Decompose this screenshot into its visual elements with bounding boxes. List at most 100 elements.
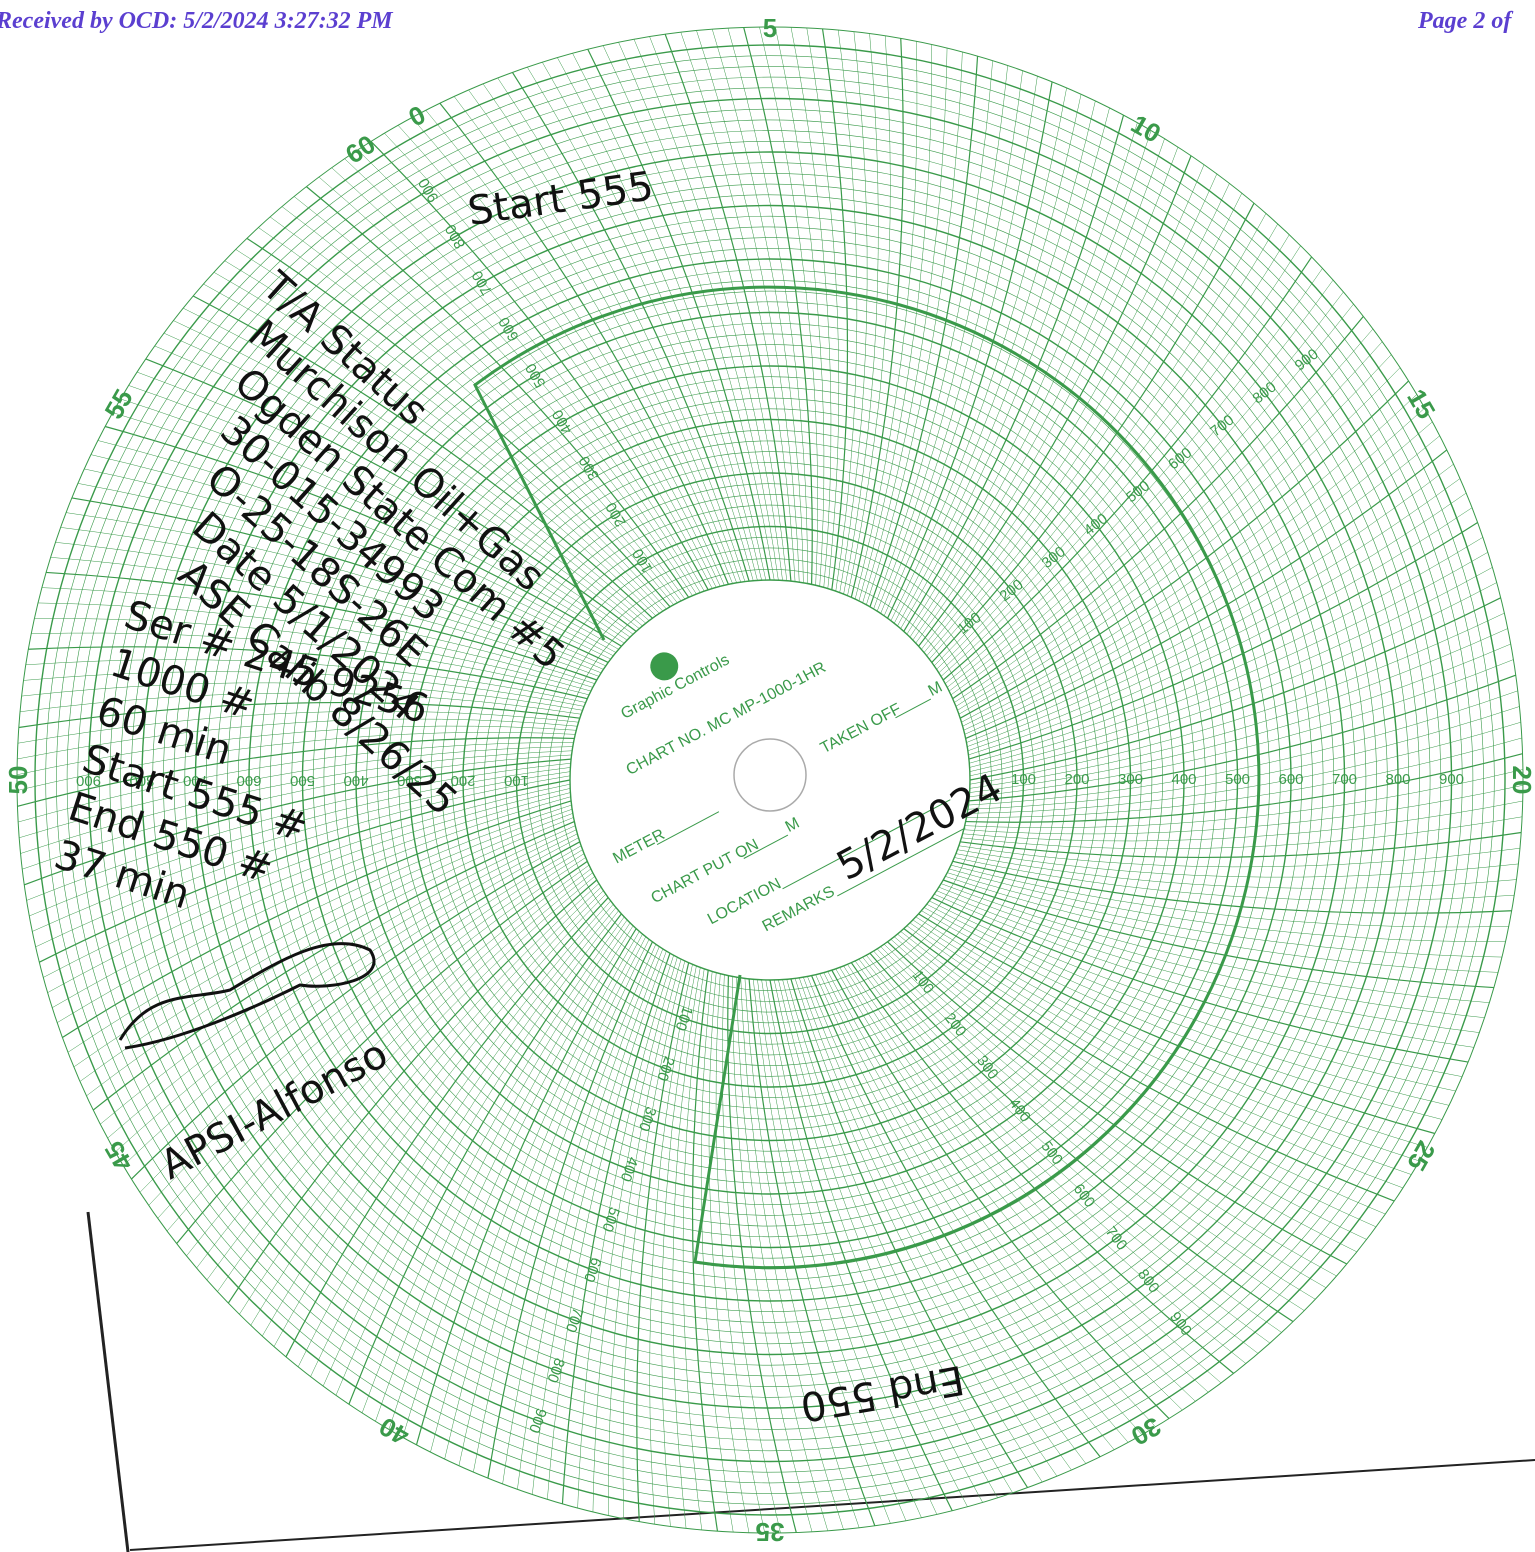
time-line [727, 28, 808, 584]
minute-label: 25 [1401, 1136, 1441, 1176]
time-line [740, 977, 844, 1530]
time-line [969, 552, 1488, 768]
time-line [130, 841, 581, 1180]
time-line [293, 196, 686, 600]
time-line [17, 710, 579, 744]
time-line [827, 971, 1156, 1427]
ring [237, 247, 1303, 1313]
pressure-label: 700 [562, 1305, 587, 1334]
time-line [962, 800, 1523, 842]
time-line [502, 944, 657, 1484]
time-line [592, 957, 678, 1512]
time-line [963, 421, 1433, 731]
time-line [52, 792, 571, 1008]
time-line [453, 96, 733, 584]
time-line [900, 107, 1110, 629]
time-line [411, 117, 721, 587]
time-line [862, 957, 1271, 1344]
chart-hub [578, 588, 962, 972]
time-line [148, 849, 583, 1206]
pressure-label: 700 [1332, 771, 1357, 788]
pressure-label: 500 [598, 1205, 623, 1234]
time-line [909, 130, 1152, 638]
time-line [952, 316, 1364, 700]
time-line [883, 76, 1038, 616]
ring [408, 418, 1132, 1142]
pressure-label: 400 [1171, 771, 1196, 788]
time-line [43, 783, 571, 978]
field-line [656, 811, 720, 846]
time-line [115, 833, 578, 1153]
time-line [967, 492, 1467, 752]
minute-label: 0 [403, 99, 430, 132]
time-line [938, 886, 1485, 1018]
time-line [38, 602, 593, 688]
time-line [430, 931, 640, 1453]
time-line [123, 837, 579, 1166]
time-line [19, 746, 573, 839]
page-number: Page 2 of [1417, 8, 1513, 34]
minute-label: 40 [374, 1411, 414, 1451]
time-line [950, 864, 1509, 928]
time-line [25, 659, 586, 703]
time-line [86, 817, 574, 1097]
ring [66, 76, 1474, 1484]
pressure-label: 900 [1439, 771, 1464, 788]
time-line [608, 959, 682, 1516]
time-line [923, 173, 1218, 653]
time-line [622, 960, 686, 1519]
time-line [938, 234, 1290, 674]
time-line [711, 29, 804, 583]
time-line [425, 110, 725, 586]
pressure-label: 400 [617, 1155, 642, 1184]
time-line [903, 114, 1125, 632]
field-line [782, 799, 951, 890]
time-line [887, 941, 1348, 1265]
pressure-label: 500 [1123, 477, 1153, 506]
time-line [952, 860, 1512, 914]
brand-logo [650, 652, 679, 681]
time-line [835, 968, 1183, 1411]
time-line [547, 950, 667, 1500]
time-line [497, 77, 746, 582]
time-line [954, 328, 1374, 703]
pressure-label: 500 [1225, 771, 1250, 788]
time-line [297, 900, 611, 1367]
minute-label: 55 [98, 384, 138, 424]
time-line [35, 775, 571, 948]
time-line [517, 946, 660, 1490]
time-line [157, 853, 585, 1219]
time-line [894, 94, 1082, 624]
time-line [322, 907, 617, 1387]
time-line [965, 753, 1523, 823]
time-line [858, 958, 1259, 1354]
time-line [964, 435, 1440, 735]
time-line [782, 979, 998, 1498]
ring [184, 194, 1356, 1366]
time-line [28, 646, 588, 700]
time-line [542, 62, 758, 581]
time-line [843, 965, 1209, 1393]
pressure-label: 200 [450, 772, 475, 789]
time-line [929, 900, 1463, 1077]
time-line [839, 967, 1196, 1402]
time-line [757, 979, 907, 1521]
ring [45, 55, 1495, 1505]
ring [537, 547, 1003, 1013]
time-line [384, 133, 713, 589]
time-line [166, 857, 586, 1232]
time-line [786, 979, 1013, 1493]
time-line [940, 883, 1490, 1003]
time-line [915, 916, 1428, 1148]
ring [430, 440, 1110, 1120]
time-line [196, 868, 592, 1269]
time-line [235, 249, 667, 610]
ring [291, 301, 1249, 1259]
time-line [487, 941, 653, 1479]
time-line [183, 307, 650, 621]
time-line [217, 876, 595, 1292]
time-line [17, 732, 576, 791]
time-line [112, 412, 625, 644]
time-line [903, 928, 1395, 1202]
time-line [661, 965, 697, 1527]
